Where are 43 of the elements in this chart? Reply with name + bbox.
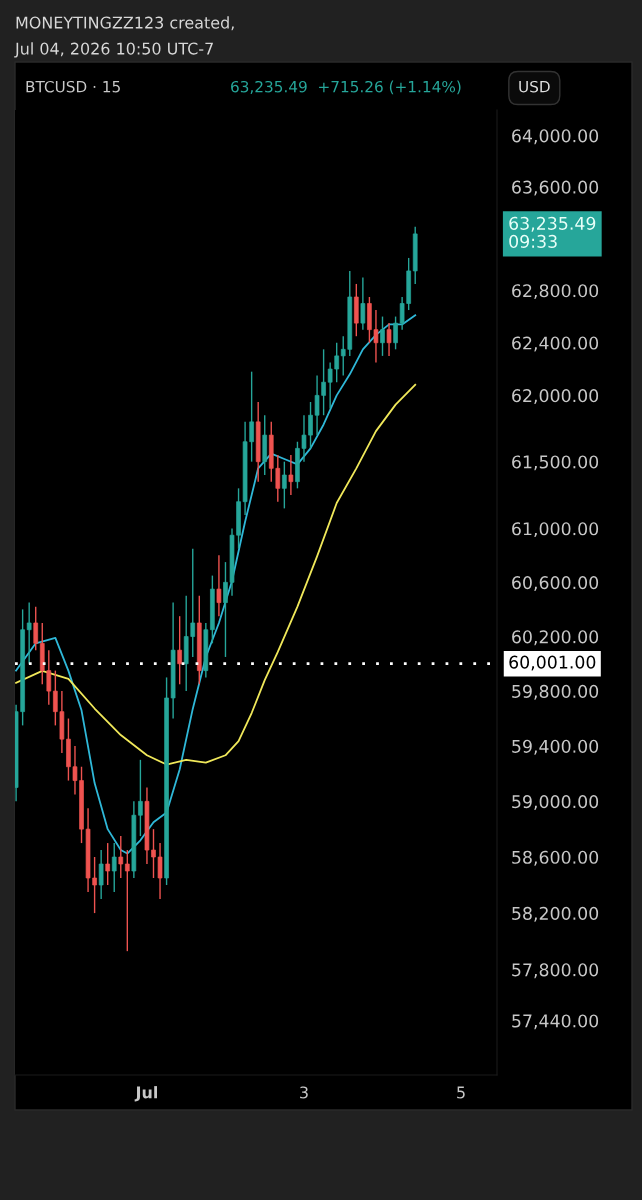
candlestick — [386, 322, 392, 357]
x-tick-label: 3 — [300, 1086, 308, 1099]
candlestick — [380, 315, 385, 357]
candlestick — [282, 460, 287, 510]
y-tick-label: 61,000.00 — [512, 522, 599, 538]
y-tick-label: 61,500.00 — [512, 455, 599, 471]
x-tick-label: Jul — [134, 1086, 157, 1102]
line-series — [15, 383, 417, 766]
candlestick — [111, 842, 117, 893]
candlestick — [216, 554, 222, 617]
y-tick-label: 58,600.00 — [512, 850, 599, 866]
candlestick — [288, 454, 294, 496]
candlestick — [26, 601, 32, 665]
chart-subtitle: Jul 04, 2026 10:50 UTC-7 — [14, 42, 213, 58]
y-tick-label: 60,600.00 — [512, 576, 599, 591]
text: BTCUSD · 15 — [26, 80, 120, 93]
y-tick-label: 62,800.00 — [512, 284, 599, 300]
y-tick-label: 63,600.00 — [512, 180, 599, 196]
candlestick — [360, 276, 366, 331]
y-tick-label: 62,000.00 — [512, 389, 599, 405]
ref-line-label: 60,001.00 — [509, 655, 596, 671]
x-tick-label: 5 — [457, 1086, 465, 1099]
text: 63,235.49 +715.26 (+1.14%) — [231, 80, 461, 95]
text: 63,235.49 09:33 — [509, 216, 596, 248]
y-tick-label: 60,200.00 — [512, 630, 599, 646]
y-tick-label: 57,440.00 — [512, 1014, 599, 1030]
y-tick-label: 59,400.00 — [512, 739, 599, 755]
candlestick — [177, 615, 182, 685]
candlestick — [105, 842, 111, 886]
y-tick-label: 64,000.00 — [512, 129, 599, 145]
candlestick — [138, 759, 143, 837]
candlestick — [118, 835, 124, 879]
candlestick — [125, 849, 130, 952]
text: USD — [519, 80, 550, 93]
y-tick-label: 59,800.00 — [512, 684, 599, 700]
candlestick — [98, 849, 104, 900]
y-tick-label: 57,800.00 — [512, 963, 599, 979]
candlestick — [33, 605, 39, 651]
chart-title: MONEYTINGZZ123 created, — [16, 16, 234, 31]
y-tick-label: 59,000.00 — [512, 795, 599, 810]
y-tick-label: 62,400.00 — [512, 336, 599, 352]
candlestick — [393, 315, 398, 351]
y-tick-label: 58,200.00 — [512, 906, 599, 922]
